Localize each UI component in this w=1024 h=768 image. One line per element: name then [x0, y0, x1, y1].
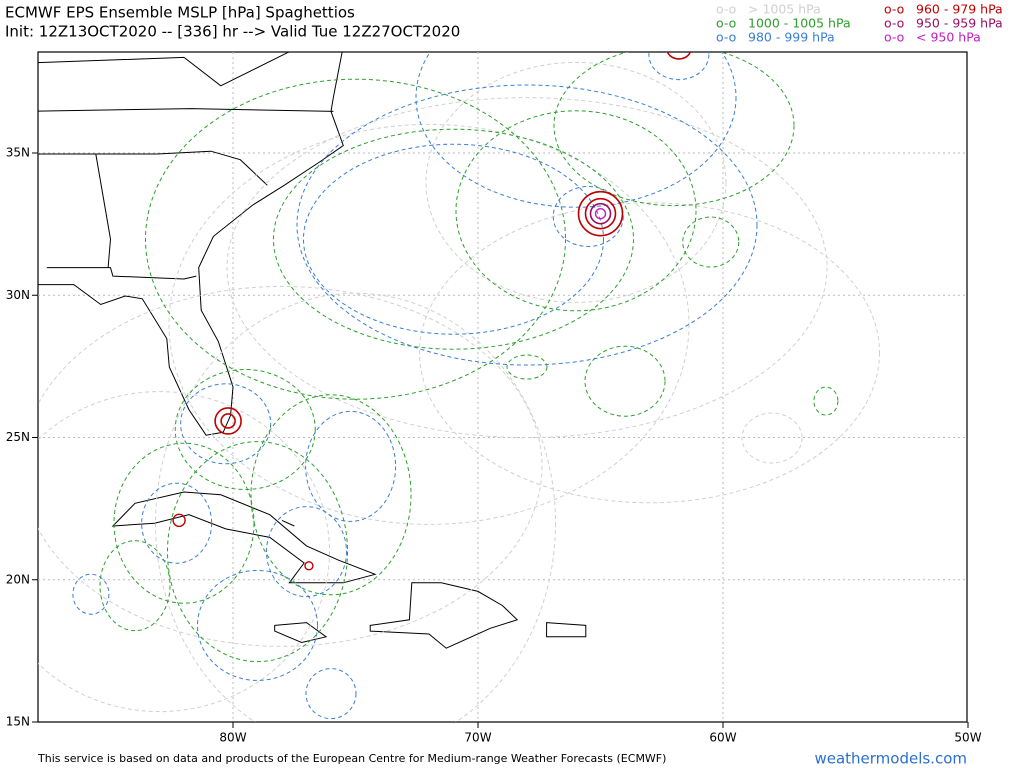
contour [552, 185, 624, 247]
contour [648, 52, 710, 81]
contour [682, 216, 740, 268]
contour [226, 97, 828, 439]
legend-symbol: o-o [884, 30, 904, 45]
contour [155, 292, 556, 722]
contour [305, 410, 397, 522]
lat-label: 25N [6, 430, 30, 444]
contour [553, 52, 795, 207]
coastline [46, 267, 197, 280]
contour [594, 207, 607, 220]
contour [38, 391, 330, 713]
axis-labels: 35N 30N 25N 20N 15N 80W 70W 60W 50W [6, 146, 982, 745]
subtitle: Init: 12Z13OCT2020 -- [336] hr --> Valid… [5, 23, 460, 41]
legend-label: 980 - 999 hPa [748, 30, 835, 45]
legend-label: > 1005 hPa [748, 2, 821, 17]
legend: o-o > 1005 hPa o-o 1000 - 1005 hPa o-o 980 - … [716, 2, 1003, 45]
coastline [38, 150, 268, 186]
contour [72, 573, 110, 615]
contour [304, 561, 314, 571]
contour [813, 386, 839, 416]
contour [577, 190, 624, 237]
contour [425, 61, 727, 303]
contour [305, 668, 357, 720]
lon-label: 80W [219, 731, 246, 745]
contour [174, 368, 316, 490]
contour [220, 413, 236, 429]
coastline [546, 622, 587, 638]
contour [584, 197, 617, 230]
contour [99, 540, 171, 632]
site-link[interactable]: weathermodels.com [814, 750, 967, 768]
contour [250, 394, 412, 596]
contour [214, 407, 242, 435]
contour [589, 202, 612, 225]
contour [141, 482, 213, 564]
lon-label: 60W [709, 731, 736, 745]
lat-label: 15N [6, 715, 30, 729]
coastline [38, 52, 344, 436]
lon-label: 50W [954, 731, 981, 745]
coastline [95, 153, 112, 268]
contour [38, 285, 543, 647]
lat-label: 30N [6, 288, 30, 302]
lat-label: 20N [6, 572, 30, 586]
legend-symbol: o-o [716, 16, 736, 31]
contour [506, 354, 548, 380]
map-frame [37, 51, 968, 723]
coastline [38, 52, 290, 87]
contour [180, 383, 272, 465]
contours [38, 52, 880, 722]
coastline [38, 108, 334, 112]
legend-label: 960 - 979 hPa [916, 2, 1003, 17]
contour [666, 52, 692, 60]
legend-symbol: o-o [884, 16, 904, 31]
contour [584, 345, 666, 417]
coastline [369, 582, 519, 649]
credit: This service is based on data and produc… [37, 752, 666, 765]
legend-label: < 950 hPa [916, 30, 981, 45]
title: ECMWF EPS Ensemble MSLP [hPa] Spaghettio… [5, 4, 355, 22]
contour [172, 513, 186, 528]
coastlines [38, 52, 587, 649]
contour [303, 143, 604, 335]
map [38, 52, 967, 722]
contour [145, 78, 566, 400]
contour [167, 441, 348, 663]
contour [455, 110, 697, 312]
contour [296, 84, 758, 366]
legend-symbol: o-o [716, 2, 736, 17]
lon-label: 70W [464, 731, 491, 745]
contour [419, 202, 880, 504]
contour [168, 123, 690, 525]
legend-label: 1000 - 1005 hPa [748, 16, 851, 31]
legend-label: 950 - 959 hPa [916, 16, 1003, 31]
contour [266, 506, 347, 598]
coastline [274, 622, 328, 644]
contour [741, 412, 803, 464]
coastline [111, 491, 377, 584]
contour [415, 52, 737, 208]
legend-symbol: o-o [716, 30, 736, 45]
lat-label: 35N [6, 146, 30, 160]
legend-symbol: o-o [884, 2, 904, 17]
contour [197, 569, 318, 681]
coastline [281, 519, 295, 527]
